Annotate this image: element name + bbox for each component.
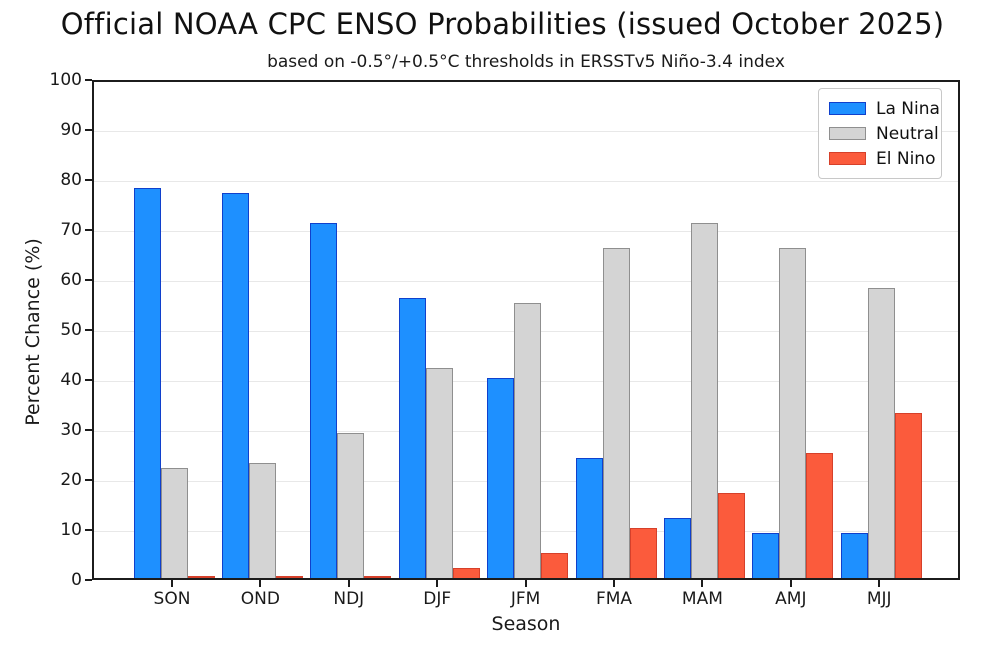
legend: La Nina Neutral El Nino [818,88,942,179]
bar-el-nino-fma [629,528,657,578]
y-tick-label: 60 [60,270,82,290]
x-tick-mark [613,580,615,587]
bar-el-nino-jfm [541,553,569,578]
bar-la-nina-ond [221,193,249,578]
legend-swatch-neutral [829,127,866,140]
x-tick-mark [347,580,350,587]
x-tick-label: MAM [681,589,723,609]
y-tick-label: 100 [49,70,82,90]
x-tick-mark [171,580,173,587]
y-tick-label: 40 [60,370,82,390]
y-tick-label: 90 [60,120,82,140]
y-tick-mark [85,479,92,481]
bar-el-nino-ond [275,576,303,578]
bar-neutral-mam [690,223,718,578]
x-tick-label: AMJ [775,589,807,609]
bar-neutral-fma [602,248,630,578]
gridline [94,281,958,282]
gridline [94,231,958,232]
x-tick-label: NDJ [333,589,365,609]
x-tick-label: SON [153,589,191,609]
legend-item-la-nina: La Nina [829,96,940,121]
y-tick-mark [85,229,92,231]
bar-neutral-mjj [867,288,895,578]
bar-el-nino-amj [806,453,834,578]
x-tick-mark [436,580,439,587]
x-tick-label: MJJ [866,589,892,609]
bar-el-nino-mam [717,493,745,578]
chart-title: Official NOAA CPC ENSO Probabilities (is… [60,7,945,41]
legend-swatch-la-nina [829,102,866,115]
bar-neutral-son [160,468,188,578]
legend-label: La Nina [876,98,940,119]
bar-la-nina-amj [752,533,780,578]
bar-neutral-djf [425,368,453,578]
x-tick-label: DJF [423,589,452,609]
y-tick-label: 80 [60,170,82,190]
y-tick-label: 70 [60,220,82,240]
y-tick-label: 30 [60,420,82,440]
y-tick-mark [85,579,92,581]
y-tick-mark [85,329,92,331]
x-axis-label: Season [491,613,561,635]
gridline [94,131,958,132]
y-tick-mark [85,529,92,531]
bar-la-nina-son [133,188,161,578]
y-tick-mark [85,129,92,131]
bar-neutral-jfm [514,303,542,578]
bar-la-nina-mam [663,518,691,578]
bar-la-nina-fma [575,458,603,578]
bar-la-nina-ndj [310,223,338,578]
bar-neutral-amj [779,248,807,578]
bar-neutral-ond [248,463,276,578]
legend-swatch-el-nino [829,152,866,165]
gridline [94,181,958,182]
bar-la-nina-djf [398,298,426,578]
x-tick-mark [789,580,792,587]
bar-el-nino-djf [452,568,480,578]
x-tick-mark [878,580,881,587]
x-tick-mark [259,580,262,587]
bar-el-nino-ndj [364,576,392,578]
y-tick-label: 50 [60,320,82,340]
x-tick-label: OND [240,589,280,609]
plot-area [92,80,960,580]
y-tick-label: 0 [71,570,82,590]
legend-label: El Nino [876,148,936,169]
y-tick-mark [85,279,92,281]
x-tick-label: JFM [510,589,541,609]
y-tick-mark [85,379,92,381]
y-tick-mark [85,429,92,431]
bar-la-nina-mjj [840,533,868,578]
y-tick-label: 20 [60,470,82,490]
y-tick-mark [85,79,92,81]
x-tick-mark [701,580,704,587]
bar-el-nino-mjj [894,413,922,578]
chart-subtitle: based on -0.5°/+0.5°C thresholds in ERSS… [267,52,785,72]
y-tick-label: 10 [60,520,82,540]
x-tick-label: FMA [595,589,633,609]
legend-label: Neutral [876,123,939,144]
legend-item-el-nino: El Nino [829,146,935,171]
x-tick-mark [524,580,527,587]
y-axis-label: Percent Chance (%) [22,238,44,426]
bar-el-nino-son [187,576,215,578]
y-tick-mark [85,179,92,181]
bar-neutral-ndj [337,433,365,578]
bar-la-nina-jfm [487,378,515,578]
legend-item-neutral: Neutral [829,121,939,146]
